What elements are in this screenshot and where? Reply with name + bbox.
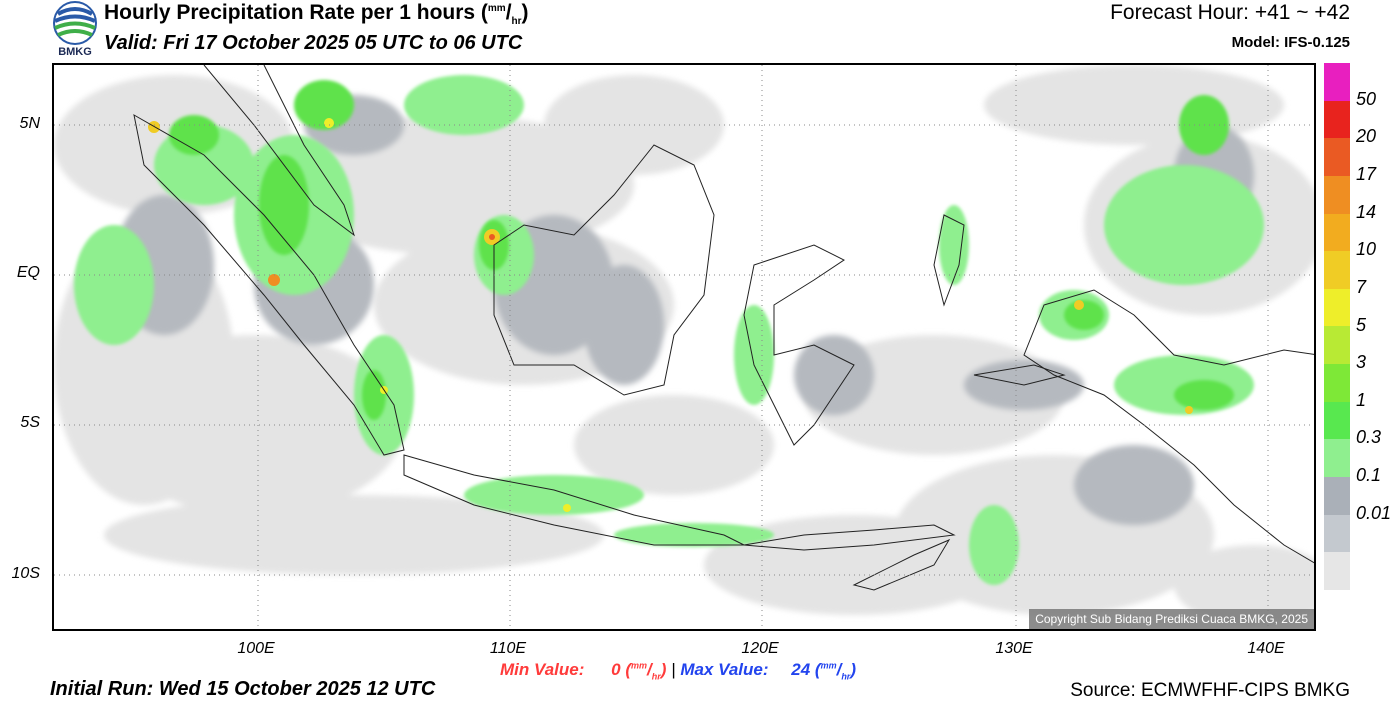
- model-name: Model: IFS-0.125: [1231, 34, 1350, 51]
- colorbar-label: 20: [1356, 126, 1377, 147]
- valid-time: Valid: Fri 17 October 2025 05 UTC to 06 …: [104, 32, 523, 54]
- map-canvas: [54, 65, 1314, 629]
- lon-label-110e: 110E: [489, 640, 527, 657]
- colorbar-swatch: [1324, 138, 1350, 176]
- colorbar-label: 50: [1356, 88, 1377, 109]
- lon-label-100e: 100E: [237, 640, 275, 657]
- min-value: 0: [611, 660, 621, 679]
- colorbar-swatch: [1324, 288, 1350, 327]
- colorbar-label: 7: [1356, 276, 1367, 297]
- lat-label-5s: 5S: [20, 414, 40, 431]
- colorbar-swatch: [1324, 251, 1350, 289]
- colorbar-swatch: [1324, 401, 1350, 440]
- colorbar-label: 0.3: [1356, 427, 1382, 448]
- colorbar-label: 1: [1356, 389, 1367, 410]
- max-unit-top: mm: [820, 660, 837, 671]
- colorbar-swatch: [1324, 477, 1350, 515]
- lon-label-120e: 120E: [741, 640, 779, 657]
- colorbar-label: 0.1: [1356, 465, 1382, 486]
- copyright-notice: Copyright Sub Bidang Prediksi Cuaca BMKG…: [1029, 609, 1314, 629]
- value-separator: |: [671, 660, 676, 679]
- title-unit-sep: /: [505, 1, 512, 24]
- lon-label-140e: 140E: [1247, 640, 1285, 657]
- colorbar-swatch: [1324, 439, 1350, 478]
- initial-run: Initial Run: Wed 15 October 2025 12 UTC: [50, 678, 436, 700]
- coastlines: [133, 65, 1314, 591]
- title-unit-top: mm: [487, 3, 506, 14]
- bmkg-logo: BMKG: [50, 0, 100, 62]
- colorbar-label: 5: [1356, 314, 1367, 335]
- data-source: Source: ECMWFHF-CIPS BMKG: [1070, 680, 1350, 701]
- lon-label-130e: 130E: [995, 640, 1033, 657]
- forecast-hour: Forecast Hour: +41 ~ +42: [1110, 1, 1350, 24]
- lat-label-10s: 10S: [11, 565, 40, 582]
- colorbar-label: 17: [1356, 163, 1377, 184]
- colorbar-swatch: [1324, 552, 1350, 590]
- min-max-values: Min Value: 0 (mm/hr) | Max Value: 24 (mm…: [500, 660, 856, 682]
- title-close: ): [521, 1, 529, 24]
- colorbar-swatch: [1324, 213, 1350, 252]
- min-unit-bottom: hr: [651, 671, 661, 682]
- max-unit-bottom: hr: [841, 671, 851, 682]
- logo-text: BMKG: [58, 46, 92, 58]
- min-label: Min Value:: [500, 660, 585, 679]
- graticule: [54, 65, 1314, 629]
- lat-label-5n: 5N: [19, 115, 40, 132]
- colorbar-swatch: [1324, 364, 1350, 402]
- chart-title: Hourly Precipitation Rate per 1 hours (m…: [104, 1, 529, 27]
- colorbar-swatch: [1324, 514, 1350, 553]
- min-unit-top: mm: [631, 660, 648, 671]
- colorbar-swatch: [1324, 63, 1350, 101]
- precipitation-map: [52, 63, 1316, 631]
- colorbar-label: 3: [1356, 352, 1367, 373]
- colorbar-label: 10: [1356, 239, 1377, 260]
- colorbar-swatch: [1324, 326, 1350, 365]
- title-main: Hourly Precipitation Rate per 1 hours (: [104, 1, 488, 24]
- colorbar-swatch: [1324, 100, 1350, 139]
- colorbar-label: 14: [1356, 201, 1377, 222]
- colorbar-label: 0.01: [1356, 502, 1392, 523]
- max-label: Max Value:: [680, 660, 769, 679]
- colorbar-swatch: [1324, 175, 1350, 214]
- precipitation-colorbar: [1324, 63, 1350, 590]
- max-value: 24: [791, 660, 811, 679]
- lat-label-eq: EQ: [16, 264, 40, 281]
- title-unit-bottom: hr: [511, 16, 522, 28]
